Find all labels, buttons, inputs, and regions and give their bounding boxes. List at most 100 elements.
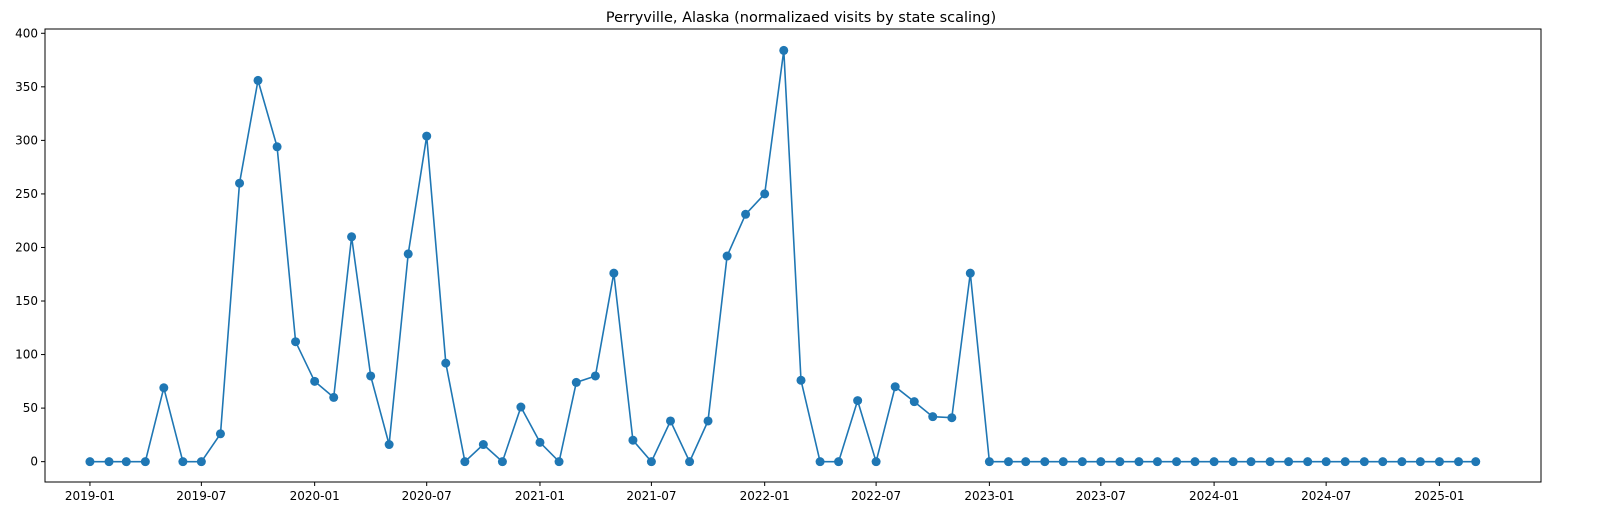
data-point (834, 457, 844, 467)
data-point (478, 440, 488, 450)
y-tick-label: 350 (15, 80, 38, 94)
data-point (384, 440, 394, 450)
data-point (928, 412, 938, 422)
data-point (235, 178, 245, 188)
x-tick-label: 2019-07 (176, 489, 226, 503)
chart-title: Perryville, Alaska (normalizaed visits b… (606, 10, 996, 26)
data-point (1115, 457, 1125, 467)
data-point (347, 232, 357, 242)
y-tick-label: 50 (23, 401, 38, 415)
data-point (121, 457, 131, 467)
data-point (460, 457, 470, 467)
plot-frame (44, 28, 1542, 483)
data-point (329, 392, 339, 402)
data-point (85, 457, 95, 467)
y-tick-label: 0 (30, 455, 38, 469)
x-tick-label: 2022-07 (851, 489, 901, 503)
data-point (1454, 457, 1464, 467)
data-point (178, 457, 188, 467)
series-markers (85, 45, 1481, 467)
data-point (366, 371, 376, 381)
y-axis: 0 50 100 150 200 250 300 350 400 (15, 26, 45, 469)
data-point (1134, 457, 1144, 467)
data-point (571, 377, 581, 387)
data-point (1058, 457, 1068, 467)
data-point (853, 396, 863, 406)
data-point (215, 429, 225, 439)
y-tick-label: 200 (15, 240, 38, 254)
data-point (159, 383, 169, 393)
data-point (1003, 457, 1013, 467)
data-point (703, 416, 713, 426)
data-point (422, 131, 432, 141)
x-tick-label: 2025-01 (1414, 489, 1464, 503)
y-tick-label: 400 (15, 26, 38, 40)
data-point (760, 189, 770, 199)
data-point (1246, 457, 1256, 467)
data-point (984, 457, 994, 467)
x-tick-label: 2020-01 (290, 489, 340, 503)
data-point (554, 457, 564, 467)
data-point (909, 397, 919, 407)
data-point (535, 437, 545, 447)
data-point (1397, 457, 1407, 467)
x-tick-label: 2020-07 (402, 489, 452, 503)
data-point (140, 457, 150, 467)
data-point (196, 457, 206, 467)
data-point (1340, 457, 1350, 467)
data-point (441, 358, 451, 368)
x-tick-label: 2024-07 (1301, 489, 1351, 503)
data-point (1077, 457, 1087, 467)
data-point (1415, 457, 1425, 467)
data-point (516, 402, 526, 412)
data-point (609, 268, 619, 278)
data-point (1378, 457, 1388, 467)
x-tick-label: 2023-01 (964, 489, 1014, 503)
data-point (741, 209, 751, 219)
data-point (1021, 457, 1031, 467)
x-tick-label: 2019-01 (65, 489, 115, 503)
data-point (272, 142, 282, 152)
data-point (1172, 457, 1182, 467)
data-point (722, 251, 732, 261)
data-point (665, 416, 675, 426)
data-point (104, 457, 114, 467)
data-point (965, 268, 975, 278)
data-point (947, 413, 957, 423)
data-point (1190, 457, 1200, 467)
data-point (497, 457, 507, 467)
data-point (1434, 457, 1444, 467)
data-point (628, 435, 638, 445)
x-tick-label: 2021-01 (515, 489, 565, 503)
data-point (1359, 457, 1369, 467)
data-point (796, 375, 806, 385)
data-point (310, 376, 320, 386)
data-point (253, 75, 263, 85)
data-point (1209, 457, 1219, 467)
data-point (403, 249, 413, 259)
data-point (815, 457, 825, 467)
data-point (291, 337, 301, 347)
data-point (1471, 457, 1481, 467)
data-point (1152, 457, 1162, 467)
data-point (1096, 457, 1106, 467)
data-point (646, 457, 656, 467)
y-tick-label: 100 (15, 348, 38, 362)
data-point (1284, 457, 1294, 467)
data-point (779, 45, 789, 55)
series-line (89, 50, 1476, 465)
x-tick-label: 2024-01 (1189, 489, 1239, 503)
x-tick-label: 2023-07 (1076, 489, 1126, 503)
y-tick-label: 150 (15, 294, 38, 308)
data-point (685, 457, 695, 467)
x-tick-label: 2022-01 (740, 489, 790, 503)
data-point (1228, 457, 1238, 467)
y-tick-label: 300 (15, 133, 38, 147)
data-point (1303, 457, 1313, 467)
data-point (890, 382, 900, 392)
data-point (1265, 457, 1275, 467)
x-axis: 2019-01 2019-07 2020-01 2020-07 2021-01 2021-… (65, 482, 1464, 503)
data-point (871, 457, 881, 467)
data-point (590, 371, 600, 381)
